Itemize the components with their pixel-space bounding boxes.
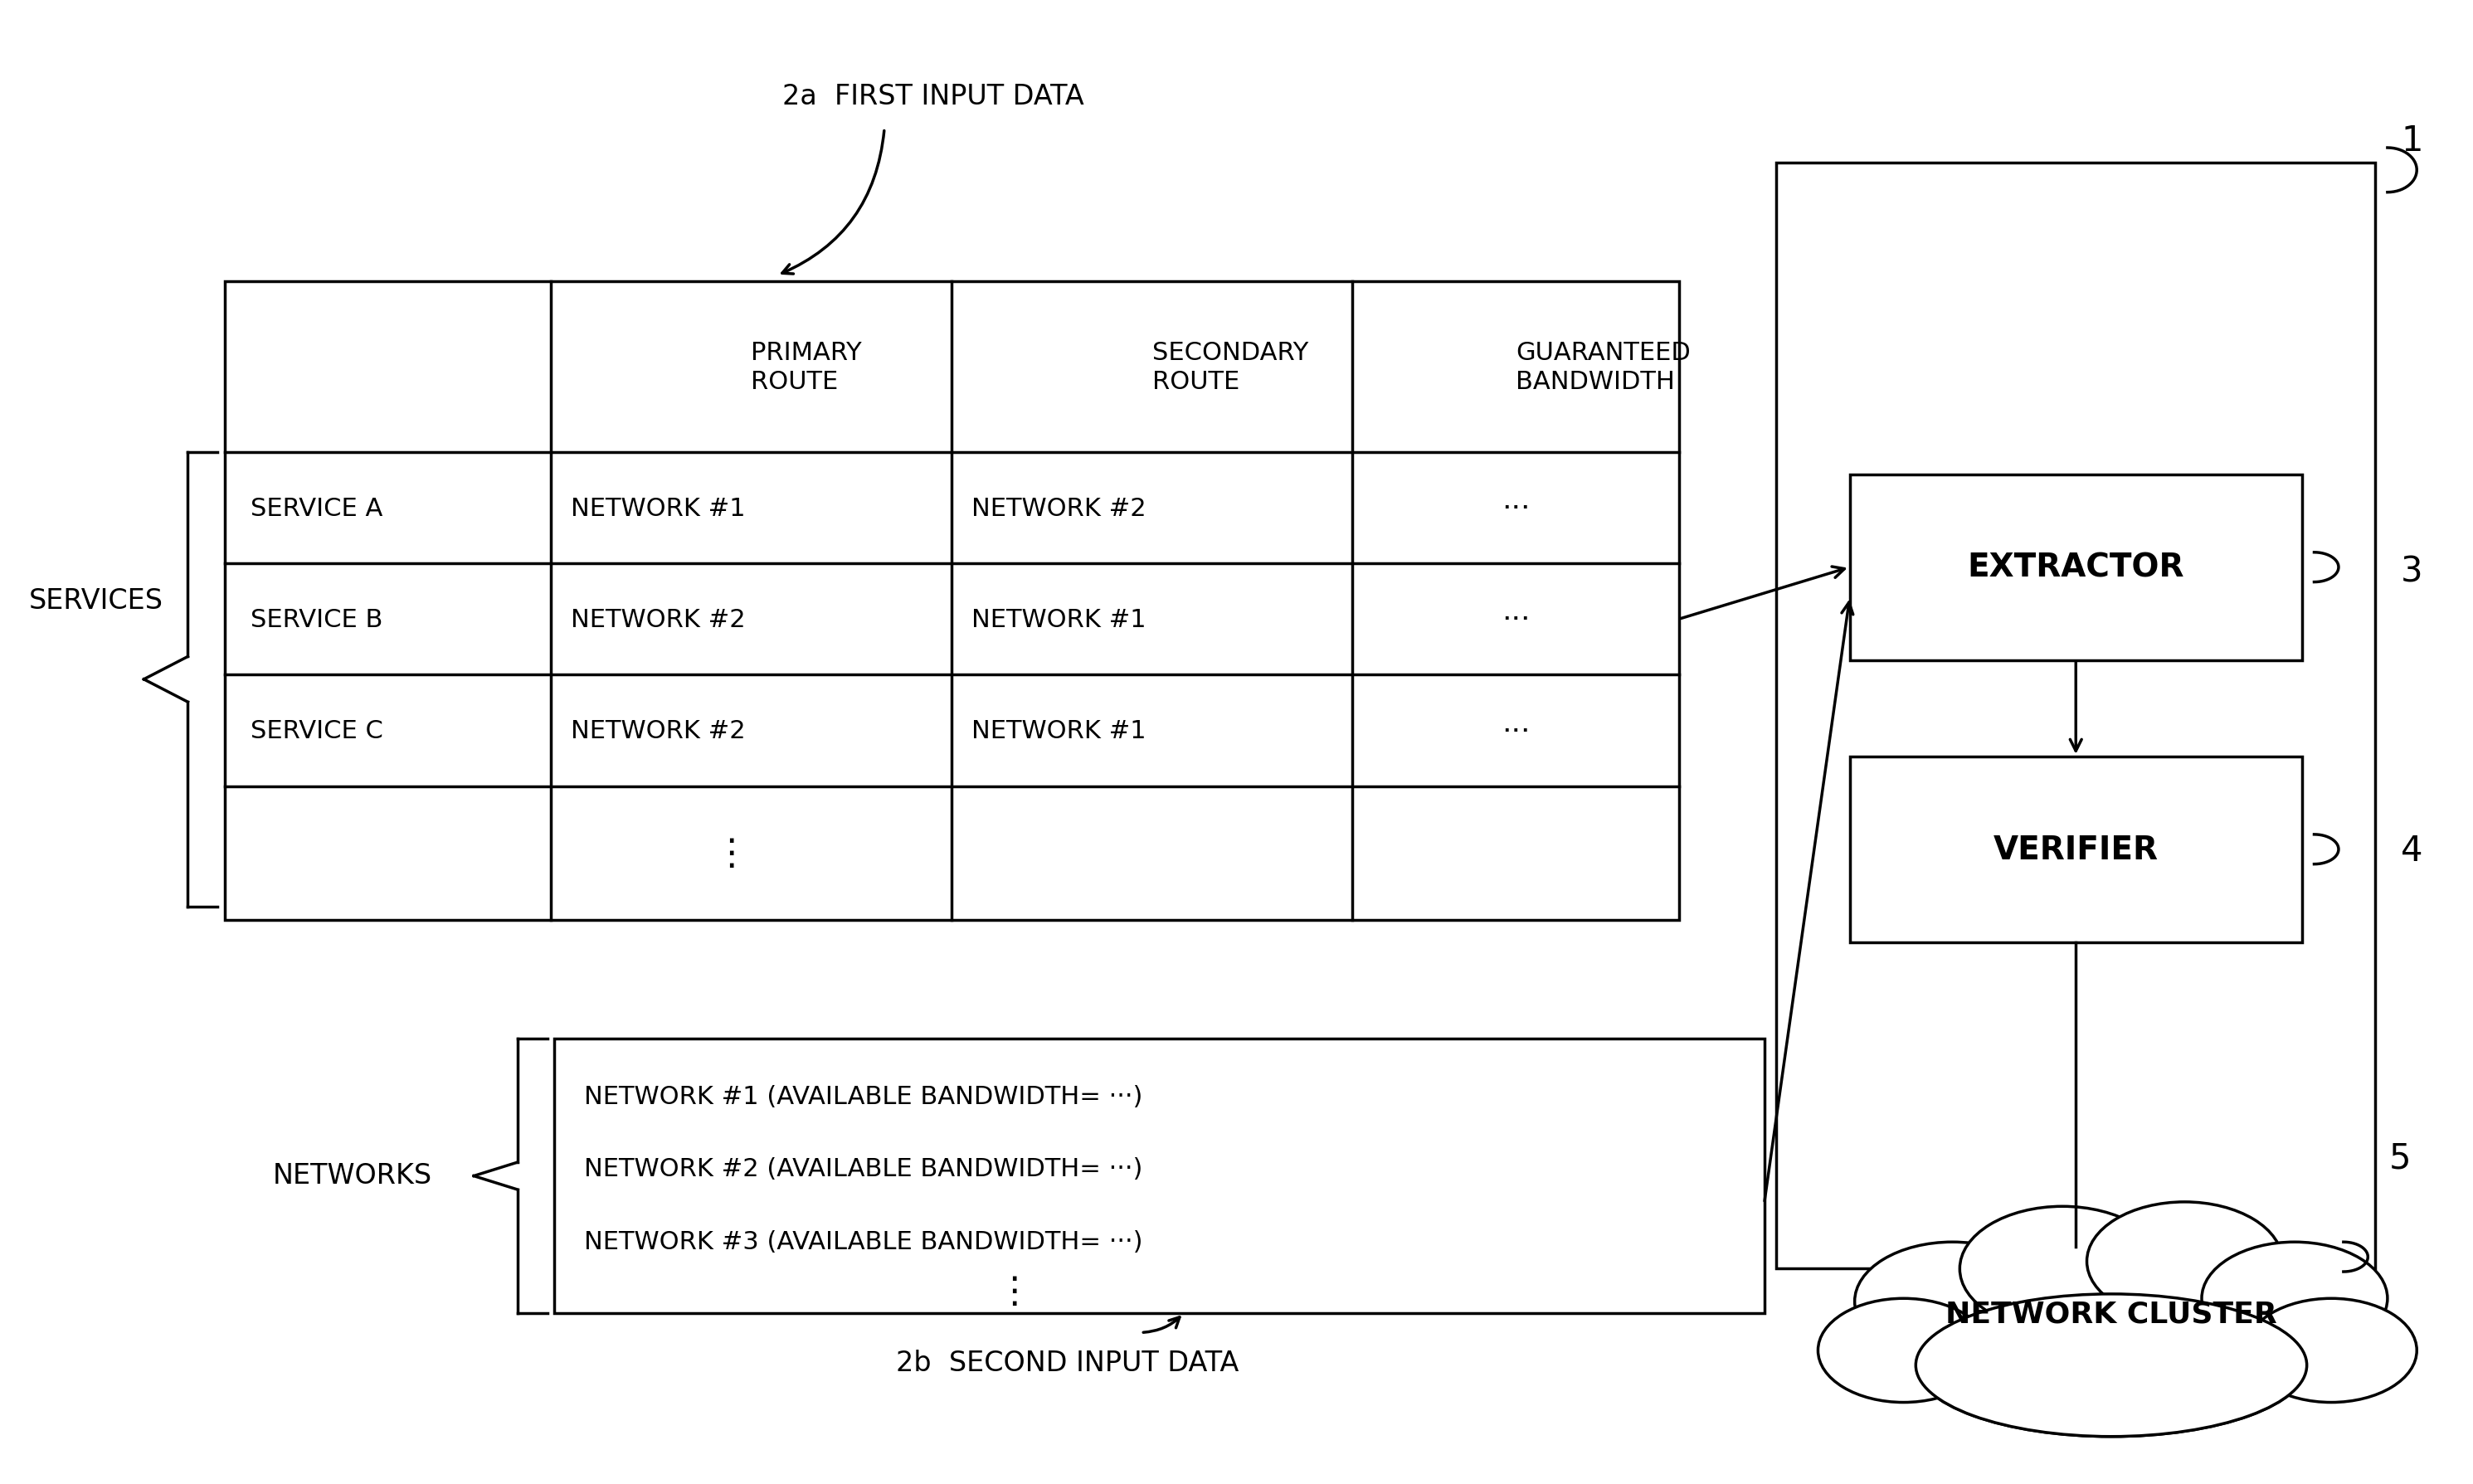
Text: 3: 3 — [2401, 554, 2424, 589]
Ellipse shape — [1855, 1242, 2050, 1361]
Ellipse shape — [2087, 1202, 2283, 1321]
Text: SERVICE B: SERVICE B — [250, 607, 383, 632]
Text: 2a  FIRST INPUT DATA: 2a FIRST INPUT DATA — [781, 83, 1083, 110]
Text: 5: 5 — [2389, 1140, 2411, 1175]
Text: NETWORKS: NETWORKS — [272, 1162, 433, 1189]
Bar — [1850, 757, 2302, 942]
Text: NETWORK #3 (AVAILABLE BANDWIDTH= ···): NETWORK #3 (AVAILABLE BANDWIDTH= ···) — [584, 1229, 1143, 1252]
Text: ⋮: ⋮ — [712, 835, 749, 871]
Text: 1: 1 — [2401, 123, 2424, 159]
Text: NETWORK #2: NETWORK #2 — [972, 496, 1147, 521]
Text: NETWORK #1: NETWORK #1 — [972, 607, 1147, 632]
Ellipse shape — [2201, 1242, 2386, 1355]
Text: ···: ··· — [1501, 717, 1531, 745]
Text: NETWORK #2 (AVAILABLE BANDWIDTH= ···): NETWORK #2 (AVAILABLE BANDWIDTH= ···) — [584, 1158, 1143, 1181]
Text: NETWORK #2: NETWORK #2 — [571, 718, 744, 743]
Ellipse shape — [1917, 1294, 2307, 1437]
Text: SERVICES: SERVICES — [30, 588, 163, 614]
Ellipse shape — [1917, 1294, 2307, 1437]
Text: SERVICE C: SERVICE C — [250, 718, 383, 743]
Text: NETWORK #1 (AVAILABLE BANDWIDTH= ···): NETWORK #1 (AVAILABLE BANDWIDTH= ···) — [584, 1085, 1143, 1109]
Text: NETWORK #1: NETWORK #1 — [571, 496, 744, 521]
Text: PRIMARY
ROUTE: PRIMARY ROUTE — [752, 340, 863, 395]
Text: NETWORK #2: NETWORK #2 — [571, 607, 744, 632]
Text: ⋮: ⋮ — [997, 1273, 1034, 1309]
Bar — [1850, 475, 2302, 660]
Text: SERVICE A: SERVICE A — [250, 496, 383, 521]
Ellipse shape — [1818, 1298, 1988, 1402]
Text: 2b  SECOND INPUT DATA: 2b SECOND INPUT DATA — [895, 1349, 1239, 1376]
Bar — [1776, 163, 2374, 1269]
Text: EXTRACTOR: EXTRACTOR — [1969, 552, 2184, 583]
Text: 4: 4 — [2401, 833, 2424, 868]
Text: ···: ··· — [1501, 605, 1531, 634]
Text: NETWORK #1: NETWORK #1 — [972, 718, 1147, 743]
Text: NETWORK CLUSTER: NETWORK CLUSTER — [1946, 1300, 2278, 1327]
Text: ···: ··· — [1501, 494, 1531, 522]
Ellipse shape — [1959, 1206, 2164, 1331]
Bar — [225, 282, 1679, 920]
Text: SECONDARY
ROUTE: SECONDARY ROUTE — [1152, 340, 1308, 395]
Text: GUARANTEED
BANDWIDTH: GUARANTEED BANDWIDTH — [1516, 340, 1692, 395]
Bar — [554, 1039, 1763, 1313]
Ellipse shape — [2245, 1298, 2416, 1402]
Text: VERIFIER: VERIFIER — [1993, 834, 2159, 865]
